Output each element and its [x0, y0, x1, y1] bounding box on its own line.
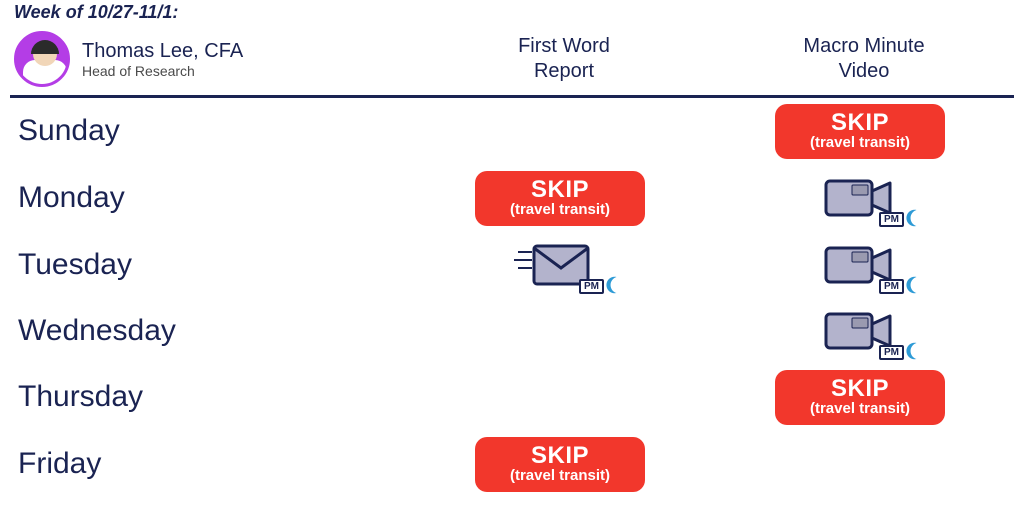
- column-header-report-line1: First Word: [424, 34, 704, 59]
- cell-video: [700, 431, 1020, 498]
- skip-label: SKIP: [795, 376, 925, 401]
- cell-video: SKIP (travel transit): [700, 364, 1020, 431]
- day-label: Wednesday: [10, 298, 420, 364]
- skip-badge: SKIP (travel transit): [475, 171, 645, 226]
- mail-icon: PM: [512, 238, 608, 292]
- day-label: Thursday: [10, 364, 420, 431]
- cell-report: SKIP (travel transit): [420, 431, 700, 498]
- author-title: Head of Research: [82, 63, 243, 79]
- video-camera-icon: PM: [812, 171, 908, 225]
- column-header-video-line1: Macro Minute: [704, 34, 1024, 59]
- pm-tag: PM: [879, 279, 904, 294]
- column-header-video: Macro Minute Video: [704, 34, 1024, 84]
- pm-tag: PM: [879, 212, 904, 227]
- cell-video: PM: [700, 232, 1020, 298]
- video-camera-icon: PM: [812, 238, 908, 292]
- skip-badge: SKIP (travel transit): [775, 370, 945, 425]
- author-block: Thomas Lee, CFA Head of Research: [14, 31, 424, 87]
- column-header-video-line2: Video: [704, 59, 1024, 84]
- cell-report: [420, 98, 700, 165]
- day-label: Monday: [10, 165, 420, 232]
- day-label: Friday: [10, 431, 420, 498]
- author-avatar: [14, 31, 70, 87]
- skip-sub: (travel transit): [795, 401, 925, 417]
- skip-label: SKIP: [495, 443, 625, 468]
- cell-report: SKIP (travel transit): [420, 165, 700, 232]
- cell-video: SKIP (travel transit): [700, 98, 1020, 165]
- skip-label: SKIP: [795, 110, 925, 135]
- video-camera-icon: PM: [812, 304, 908, 358]
- week-label: Week of 10/27-11/1:: [10, 0, 1014, 25]
- pm-tag: PM: [879, 345, 904, 360]
- skip-badge: SKIP (travel transit): [775, 104, 945, 159]
- day-label: Tuesday: [10, 232, 420, 298]
- skip-sub: (travel transit): [495, 468, 625, 484]
- skip-sub: (travel transit): [795, 135, 925, 151]
- pm-tag: PM: [579, 279, 604, 294]
- day-label: Sunday: [10, 98, 420, 165]
- cell-video: PM: [700, 165, 1020, 232]
- skip-sub: (travel transit): [495, 202, 625, 218]
- skip-label: SKIP: [495, 177, 625, 202]
- author-name: Thomas Lee, CFA: [82, 40, 243, 63]
- cell-report: [420, 364, 700, 431]
- skip-badge: SKIP (travel transit): [475, 437, 645, 492]
- column-header-report-line2: Report: [424, 59, 704, 84]
- schedule-grid: Sunday SKIP (travel transit) Monday SKIP…: [10, 98, 1014, 498]
- column-header-report: First Word Report: [424, 34, 704, 84]
- cell-report: [420, 298, 700, 364]
- cell-video: PM: [700, 298, 1020, 364]
- schedule-header: Thomas Lee, CFA Head of Research First W…: [10, 25, 1014, 98]
- cell-report: PM: [420, 232, 700, 298]
